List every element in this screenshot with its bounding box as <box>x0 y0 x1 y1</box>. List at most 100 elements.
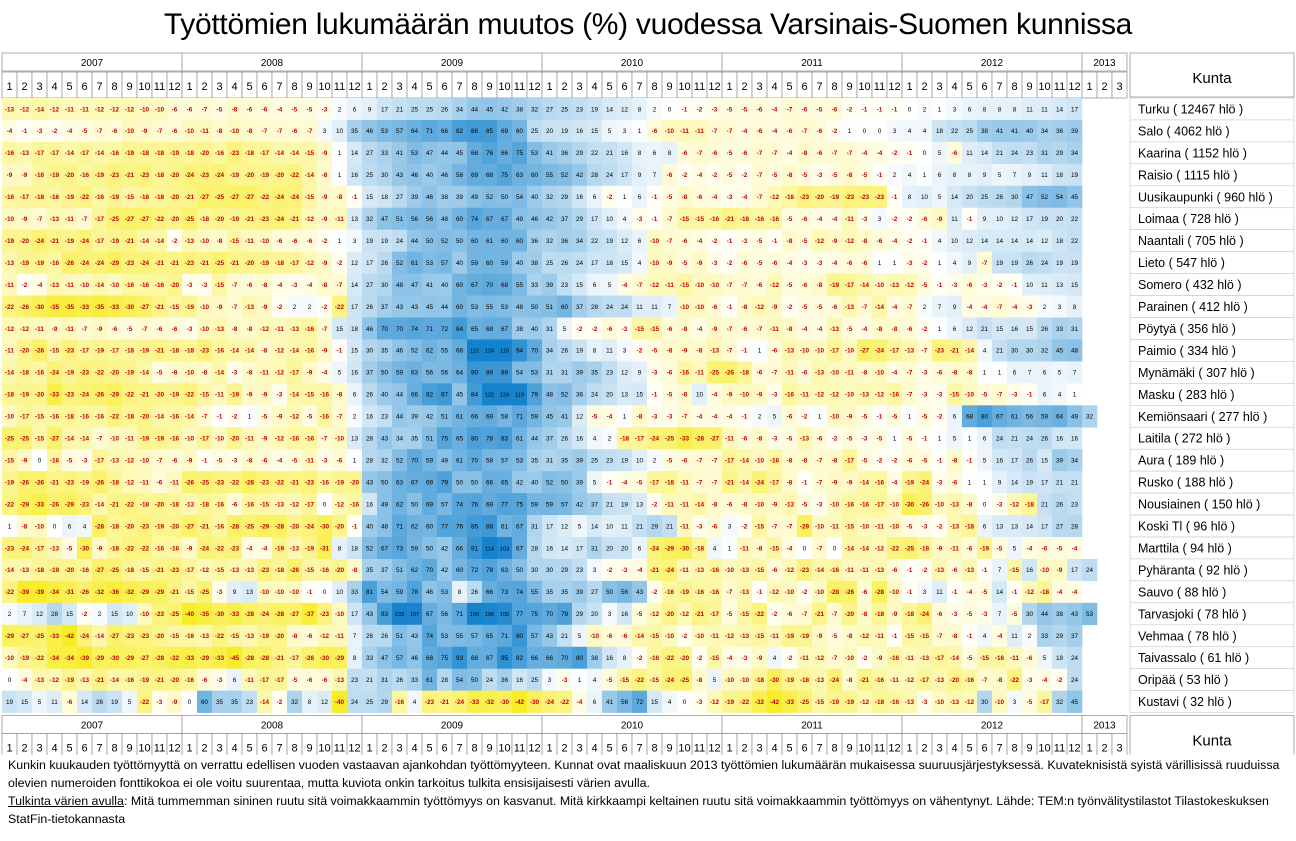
cell-value-label: -28 <box>830 589 840 596</box>
heatmap-cell <box>17 185 33 209</box>
cell-value-label: -9 <box>322 194 328 201</box>
cell-value-label: 43 <box>396 304 404 311</box>
cell-value-label: 19 <box>591 106 599 113</box>
cell-value-label: -35 <box>200 611 210 618</box>
cell-value-label: -4 <box>727 655 733 662</box>
cell-value-label: -6 <box>172 457 178 464</box>
cell-value-label: -6 <box>172 106 178 113</box>
cell-value-label: -20 <box>20 348 30 355</box>
cell-value-label: -8 <box>217 238 223 245</box>
cell-value-label: -8 <box>337 194 343 201</box>
cell-value-label: -9 <box>832 238 838 245</box>
cell-value-label: -19 <box>830 282 840 289</box>
cell-value-label: -18 <box>20 370 30 377</box>
cell-value-label: -19 <box>20 655 30 662</box>
cell-value-label: 23 <box>1071 501 1079 508</box>
cell-value-label: 43 <box>1071 611 1079 618</box>
month-label: 1 <box>546 81 552 93</box>
cell-value-label: -7 <box>907 370 913 377</box>
cell-value-label: -22 <box>125 501 135 508</box>
cell-value-label: 29 <box>1056 150 1064 157</box>
heatmap-cell <box>167 229 183 252</box>
cell-value-label: 1 <box>893 436 897 443</box>
cell-value-label: -12 <box>710 699 720 706</box>
cell-value-label: -14 <box>185 414 195 421</box>
cell-value-label: 28 <box>366 436 374 443</box>
cell-value-label: 60 <box>456 282 464 289</box>
cell-value-label: -11 <box>875 633 884 640</box>
cell-value-label: 38 <box>981 128 989 135</box>
cell-value-label: -5 <box>637 611 643 618</box>
heatmap-cell <box>32 98 48 121</box>
cell-value-label: -3 <box>772 436 778 443</box>
cell-value-label: -6 <box>742 150 748 157</box>
cell-value-label: 16 <box>351 370 359 377</box>
cell-value-label: -13 <box>830 326 840 333</box>
cell-value-label: -23 <box>140 633 150 640</box>
month-label: 3 <box>1116 81 1122 93</box>
cell-value-label: 54 <box>516 194 524 201</box>
cell-value-label: -8 <box>697 348 703 355</box>
heatmap-cell <box>482 163 498 187</box>
cell-value-label: 81 <box>366 589 374 596</box>
cell-value-label: 19 <box>6 699 14 706</box>
cell-value-label: -13 <box>275 501 285 508</box>
cell-value-label: 68 <box>966 414 974 421</box>
cell-value-label: -16 <box>185 677 195 684</box>
cell-value-label: 42 <box>441 545 449 552</box>
cell-value-label: 15 <box>1071 282 1079 289</box>
cell-value-label: -7 <box>847 150 853 157</box>
heatmap-cell <box>767 119 783 143</box>
cell-value-label: 8 <box>458 589 462 596</box>
cell-value-label: -7 <box>907 304 913 311</box>
heatmap-cell <box>497 185 513 209</box>
cell-value-label: 17 <box>1026 216 1034 223</box>
cell-value-label: -17 <box>260 677 270 684</box>
cell-value-label: -7 <box>772 370 778 377</box>
cell-value-label: -27 <box>110 633 120 640</box>
cell-value-label: -24 <box>95 260 105 267</box>
cell-value-label: 3 <box>323 128 327 135</box>
cell-value-label: -26 <box>95 392 105 399</box>
cell-value-label: -19 <box>785 677 795 684</box>
cell-value-label: -12 <box>20 326 30 333</box>
cell-value-label: -31 <box>65 589 75 596</box>
heatmap-cell <box>77 119 93 143</box>
cell-value-label: -8 <box>247 326 253 333</box>
cell-value-label: -6 <box>817 128 823 135</box>
heatmap-cell <box>692 98 708 121</box>
heatmap-cell <box>227 98 243 121</box>
cell-value-label: -6 <box>862 260 868 267</box>
heatmap-cell <box>572 229 588 252</box>
heatmap-cell <box>977 98 993 121</box>
heatmap-cell <box>782 163 798 187</box>
cell-value-label: -10 <box>725 677 735 684</box>
cell-value-label: 62 <box>426 348 434 355</box>
heatmap-cell <box>92 98 108 121</box>
heatmap-cell <box>737 163 753 187</box>
cell-value-label: 16 <box>621 611 629 618</box>
cell-value-label: -5 <box>997 545 1003 552</box>
heatmap-cell <box>302 163 318 187</box>
cell-value-label: -20 <box>125 523 135 530</box>
year-label-2007-bottom: 2007 <box>81 721 104 732</box>
cell-value-label: 68 <box>426 655 434 662</box>
heatmap-cell <box>62 229 78 252</box>
heatmap-cell <box>47 163 63 187</box>
cell-value-label: 5 <box>938 150 942 157</box>
cell-value-label: -17 <box>725 457 735 464</box>
cell-value-label: 46 <box>411 655 419 662</box>
cell-value-label: 34 <box>576 238 584 245</box>
month-label-bottom: 1 <box>366 743 372 755</box>
cell-value-label: -22 <box>1010 677 1020 684</box>
cell-value-label: 58 <box>486 457 494 464</box>
cell-value-label: -6 <box>652 128 658 135</box>
cell-value-label: 67 <box>411 479 419 486</box>
cell-value-label: -13 <box>230 567 240 574</box>
heatmap-cell <box>602 229 618 252</box>
cell-value-label: 52 <box>396 457 404 464</box>
cell-value-label: -22 <box>560 699 570 706</box>
cell-value-label: 84 <box>471 392 479 399</box>
heatmap-cell <box>602 119 618 143</box>
month-label: 10 <box>1038 81 1050 93</box>
